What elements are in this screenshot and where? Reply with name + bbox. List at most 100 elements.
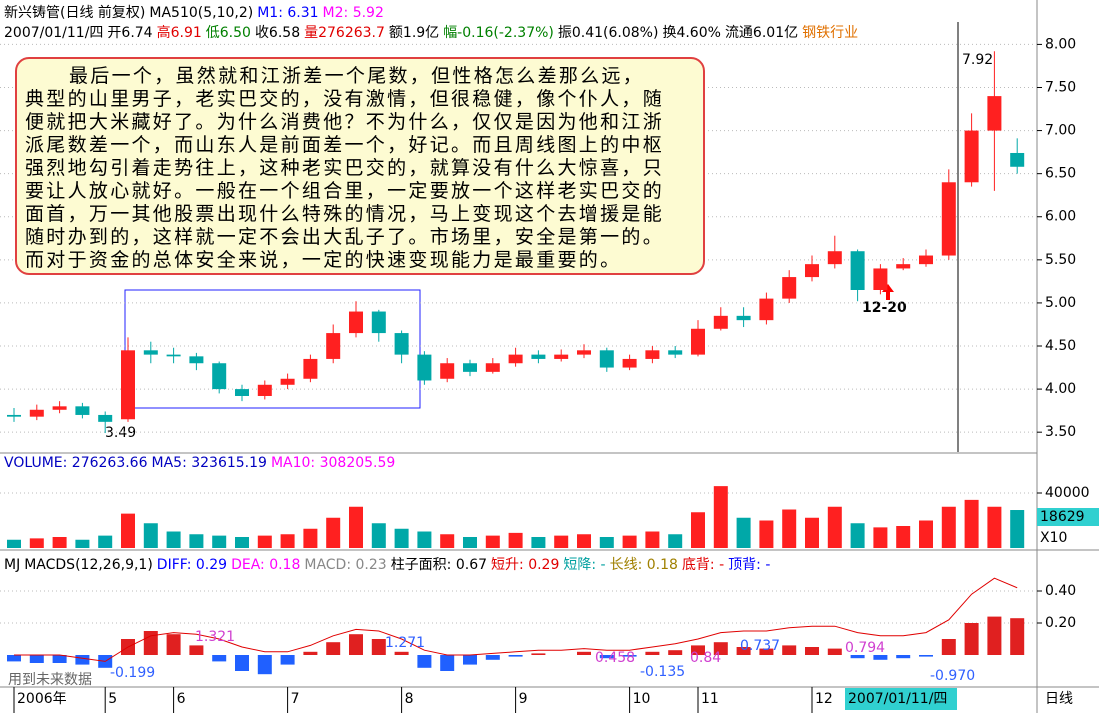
candle-body — [850, 251, 865, 290]
candle-body — [645, 350, 660, 359]
candle-body — [166, 354, 181, 357]
header-item: M2: 5.92 — [322, 5, 384, 21]
note-line: 要让人放心就好。一般在一个组合里，一定要放一个这样老实巴交的 — [25, 180, 665, 202]
x-tick-label: 7 — [291, 691, 300, 707]
volume-bar — [280, 534, 295, 548]
candle-body — [257, 384, 272, 396]
volume-bar — [349, 506, 363, 548]
header-item: 短降: - — [563, 557, 606, 573]
note-line: 面首，万一其他股票出现什么特殊的情况，马上变现这个去增援是能 — [25, 203, 665, 225]
macd-label: 0.794 — [845, 640, 885, 656]
macd-label: 0.458 — [595, 650, 635, 666]
header-item: 流通6.01亿 — [724, 25, 799, 41]
x-tick-label: 8 — [405, 691, 414, 707]
macd-bar — [29, 655, 44, 663]
macd-bar — [736, 647, 751, 655]
candle-body — [531, 354, 546, 359]
highlight-box — [124, 289, 421, 409]
header-item: 底背: - — [681, 557, 725, 573]
y-tick-label: 5.00 — [1045, 295, 1076, 311]
candle-body — [668, 350, 683, 355]
candle-body — [371, 311, 386, 334]
macd-bar — [805, 647, 819, 655]
y-tick-label: 3.50 — [1045, 424, 1076, 440]
candle-body — [713, 315, 728, 329]
x-tick-label: 9 — [519, 691, 528, 707]
candle-body — [964, 130, 979, 183]
volume-bar — [29, 538, 44, 548]
candle-body — [303, 358, 318, 379]
x-tick-label: 10 — [633, 691, 651, 707]
candle-body — [987, 96, 1002, 131]
macd-bar — [75, 655, 90, 665]
candle-body — [121, 350, 135, 420]
macd-label: -0.970 — [930, 668, 975, 684]
candle-body — [554, 354, 569, 359]
annotation: 12-20 — [862, 300, 907, 316]
macd-bar — [303, 651, 318, 655]
candle-body — [417, 354, 432, 381]
volume-bar — [326, 517, 341, 548]
volume-bar — [964, 499, 979, 548]
header-item: 换4.60% — [662, 25, 721, 41]
volume-header: VOLUME: 276263.66 MA5: 323615.19 MA10: 308… — [4, 455, 399, 471]
header-item: 柱子面积: 0.67 — [390, 557, 488, 573]
header-item: MA10: 308205.59 — [270, 455, 396, 471]
macd-bar — [485, 655, 500, 660]
volume-bar — [782, 509, 797, 548]
volume-bar — [143, 523, 158, 548]
cursor-label-bg — [845, 688, 957, 710]
macd-bar — [371, 639, 386, 655]
macd-bar — [417, 655, 432, 668]
volume-bar — [987, 506, 1002, 548]
volume-bar — [759, 520, 774, 548]
volume-bar — [166, 531, 181, 548]
candle-body — [599, 350, 614, 368]
volume-bar — [919, 520, 933, 548]
macd-bar — [987, 616, 1002, 655]
header-item: M1: 6.31 — [257, 5, 319, 21]
candle-body — [189, 356, 204, 364]
candle-body — [622, 358, 637, 368]
candle-body — [782, 277, 797, 299]
macd-label: -0.135 — [640, 664, 685, 680]
macd-bar — [759, 648, 774, 655]
volume-bar — [485, 535, 500, 548]
macd-label: 1.271 — [385, 635, 425, 651]
header-item: DIFF: 0.29 — [156, 557, 228, 573]
candle-body — [235, 389, 249, 396]
note-line: 派尾数差一个，而山东人是前面差一个，好记。而且周线图上的中枢 — [25, 134, 665, 156]
x-tick-label: 2006年 — [17, 691, 67, 707]
y-tick-label: 4.00 — [1045, 381, 1076, 397]
macd-bar — [189, 645, 204, 655]
candle-body — [52, 406, 67, 410]
candle-body — [349, 311, 363, 334]
volume-bar — [736, 517, 751, 548]
candle-body — [691, 328, 705, 355]
macd-bar — [326, 642, 341, 655]
header-line2: 2007/01/11/四 开6.74 高6.91 低6.50 收6.58 量276263.… — [4, 22, 862, 42]
header-item: 长线: 0.18 — [609, 557, 678, 573]
candle-body — [440, 363, 455, 379]
volume-bar — [508, 532, 523, 548]
candle-body — [919, 255, 933, 265]
volume-bar — [371, 523, 386, 548]
header-item: 振0.41(6.08%) — [557, 25, 659, 41]
candle-body — [7, 414, 21, 417]
candle-body — [485, 363, 500, 372]
header-item: 低6.50 — [205, 25, 251, 41]
x-tick-label: 11 — [701, 691, 719, 707]
y-tick-label: 40000 — [1045, 485, 1090, 501]
candle-body — [143, 350, 158, 355]
volume-bar — [212, 535, 227, 548]
volume-bar — [52, 536, 67, 548]
note-line: 便就把大米藏好了。为什么消费他？不为什么，仅仅是因为他和江浙 — [25, 111, 665, 133]
header-item: 幅-0.16(-2.37%) — [443, 25, 554, 41]
volume-bar — [303, 528, 318, 548]
volume-bar — [599, 536, 614, 548]
volume-bar — [121, 513, 135, 548]
volume-bar — [7, 539, 21, 548]
volume-bar — [941, 506, 956, 548]
volume-bar — [531, 536, 546, 548]
